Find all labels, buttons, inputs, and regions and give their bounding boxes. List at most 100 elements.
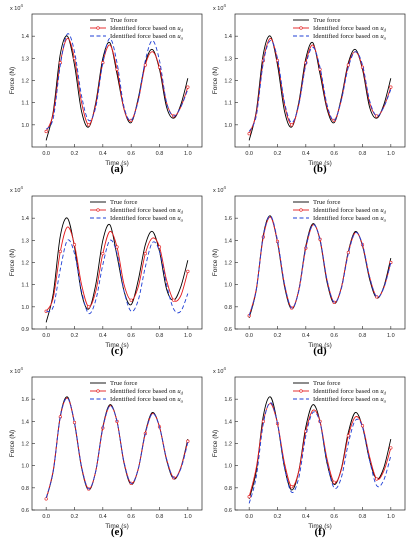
y-tick-label: 1.4 [21,419,29,425]
y-tick-label: 1.3 [224,56,232,62]
y-tick-label: 1.4 [224,238,232,244]
legend-label: Identified force based on ua [110,396,184,404]
legend-label-symbol: u [177,207,181,214]
legend-label: Identified force based on ua [313,33,387,41]
series-marker [290,123,294,127]
y-axis-label: Force (N) [9,249,16,276]
legend-label-symbol: u [380,396,384,403]
y-tick-label: 1.1 [21,283,29,289]
y-multiplier-exponent: 4 [20,366,23,371]
legend-marker [299,389,303,393]
y-tick-label: 0.8 [224,486,232,492]
chart-panel: x 104 0.6 0.8 1.0 1.2 1.4 1.6 0.0 0.2 0.4 0.6 0.8 1.… [212,366,406,538]
x-tick-label: 0.2 [71,333,79,339]
series-line [45,217,189,323]
y-tick-label: 1.6 [224,216,232,222]
series-marker [87,123,91,127]
y-multiplier-exponent: 4 [20,3,23,8]
x-axis-label: Time (s) [308,523,332,530]
y-axis-label: Force (N) [212,249,219,276]
legend-label: Identified force based on ua [313,215,387,223]
series-marker [58,249,62,254]
x-tick-label: 1.0 [387,151,395,157]
x-tick-label: 0.2 [274,514,282,520]
y-multiplier: x 104 [10,3,23,12]
y-tick-label: 1.1 [21,101,29,107]
series-marker [172,298,176,302]
series-line [45,397,189,498]
legend-marker [299,208,303,212]
x-tick-label: 0.6 [127,151,135,157]
x-tick-label: 0.0 [42,151,50,157]
y-tick-label: 1.0 [21,123,29,129]
x-tick-label: 1.0 [184,151,192,157]
x-tick-label: 0.8 [156,514,164,520]
series-marker [143,252,147,256]
series-line [248,403,392,497]
y-tick-label: 1.2 [21,442,29,448]
x-axis-label: Time (s) [105,342,129,349]
series-marker [247,495,251,499]
x-axis-label: Time (s) [308,160,332,167]
series-marker [389,446,393,450]
legend-label-subscript: d [384,210,387,215]
x-tick-label: 1.0 [184,514,192,520]
x-axis-label: Time (s) [105,160,129,167]
panel-title: (a) [111,163,124,175]
y-multiplier-exponent: 4 [223,366,226,371]
y-multiplier: x 104 [10,366,23,375]
x-tick-label: 0.8 [156,333,164,339]
series-marker [72,243,77,247]
legend-label-subscript: d [384,391,387,396]
legend-label-subscript: a [384,36,387,41]
legend-label-subscript: d [181,210,184,215]
legend-label: True force [313,380,340,387]
y-tick-label: 1.4 [21,34,29,40]
x-tick-label: 0.6 [127,333,135,339]
x-tick-label: 0.6 [330,151,338,157]
series-line [45,33,189,130]
y-axis-label: Force (N) [9,67,16,94]
x-tick-label: 0.4 [99,333,107,339]
series-line [248,40,392,132]
series-line [248,396,392,500]
panel-title: (f) [315,526,326,538]
x-tick-label: 0.6 [330,333,338,339]
series-line [248,37,392,134]
y-axis-label: Force (N) [212,67,219,94]
x-axis-label: Time (s) [105,523,129,530]
y-tick-label: 0.6 [21,508,29,514]
series-marker [129,298,133,302]
x-tick-label: 0.4 [99,151,107,157]
series-marker [261,419,265,423]
y-tick-label: 0.8 [224,305,232,311]
x-tick-label: 0.8 [359,151,367,157]
y-tick-label: 1.1 [224,101,232,107]
y-tick-label: 1.4 [224,34,232,40]
chart-panel: x 104 1.0 1.1 1.2 1.3 1.4 0.0 0.2 0.4 0.6 0.8 1.0 Ti… [9,3,203,175]
series-line [248,35,392,141]
x-tick-label: 0.6 [330,514,338,520]
x-tick-label: 1.0 [387,514,395,520]
legend-label: Identified force based on ud [110,207,184,215]
legend-label-symbol: u [380,33,384,40]
x-tick-label: 0.4 [302,514,310,520]
legend-label-symbol: u [177,215,181,222]
legend-label-subscript: a [181,399,184,404]
y-multiplier: x 104 [213,185,226,194]
x-tick-label: 0.4 [302,151,310,157]
y-tick-label: 1.6 [224,397,232,403]
series-marker [346,434,350,438]
legend-marker [96,389,100,393]
chart-panel: x 104 0.9 1.0 1.1 1.2 1.3 1.4 0.0 0.2 0.4 0.6 0.8 1.… [9,185,203,357]
series-line [248,215,392,319]
series-marker [186,85,190,89]
legend-marker [96,26,100,30]
y-tick-label: 0.6 [224,508,232,514]
legend-marker [299,26,303,30]
y-tick-label: 1.2 [21,79,29,85]
x-tick-label: 0.0 [42,333,50,339]
x-tick-label: 1.0 [184,333,192,339]
y-tick-label: 1.4 [224,419,232,425]
y-tick-label: 1.0 [224,283,232,289]
